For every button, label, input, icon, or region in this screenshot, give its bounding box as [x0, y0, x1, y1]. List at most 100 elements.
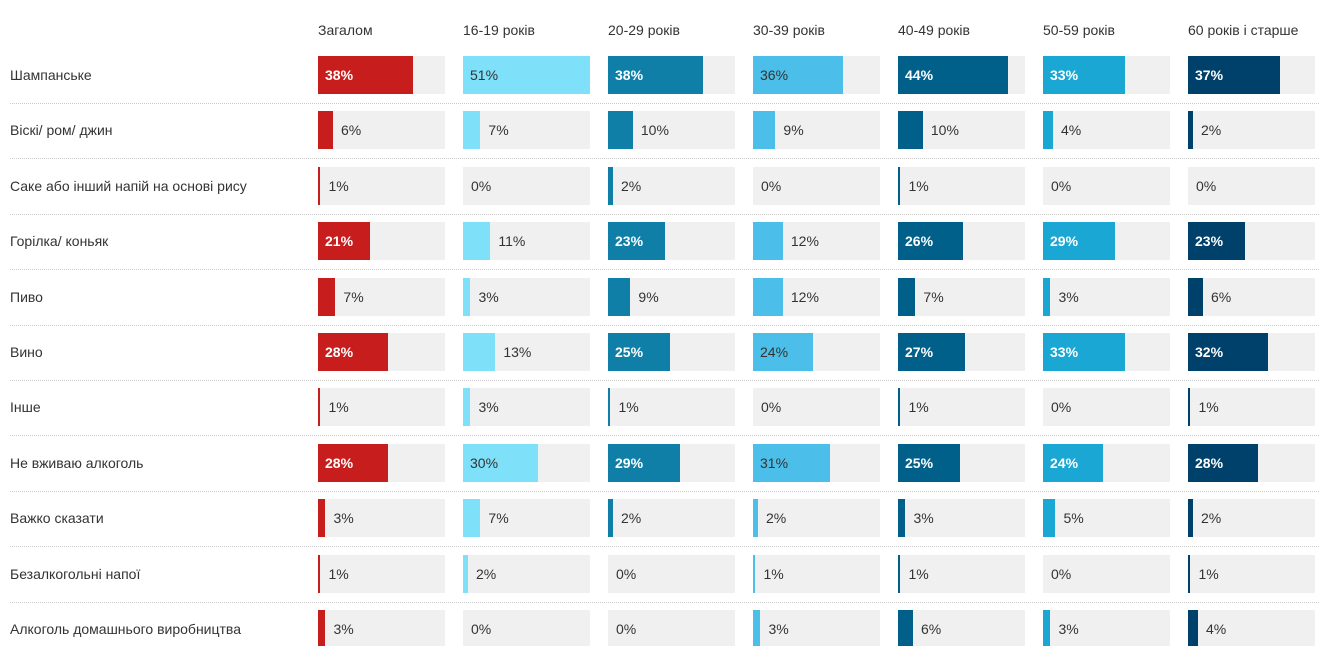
column-header: 30-39 років [753, 21, 825, 38]
bar-cell: 32% [1188, 333, 1315, 371]
value-label: 6% [920, 621, 942, 637]
bar-cell: 2% [753, 499, 880, 538]
column-header: 40-49 років [898, 21, 970, 38]
row-label: Саке або інший напій на основі рису [10, 177, 247, 194]
bar [318, 56, 413, 94]
bar [608, 443, 681, 482]
value-label: 1% [328, 399, 349, 416]
bar-cell: 26% [898, 222, 1025, 261]
bar-cell: 0% [1043, 166, 1170, 205]
column-header: 16-19 років [463, 21, 535, 38]
bar-cell: 3% [1043, 277, 1170, 316]
bar [1188, 333, 1268, 371]
row-separator [10, 435, 1319, 437]
row-separator [10, 158, 1319, 160]
value-label: 44% [905, 67, 934, 83]
bar-cell: 24% [753, 333, 880, 371]
bar-cell: 6% [318, 111, 445, 150]
bar [753, 333, 813, 371]
bar [1043, 277, 1051, 316]
bar [898, 333, 966, 371]
bar [608, 499, 613, 538]
value-label: 29% [1050, 233, 1079, 250]
bar-cell: 2% [608, 499, 735, 538]
bar-cell: 30% [463, 443, 590, 482]
bar [753, 443, 831, 482]
bar-cell: 4% [1043, 111, 1170, 150]
row-label: Вино [10, 344, 43, 360]
bar [318, 111, 333, 150]
bar [1043, 499, 1056, 538]
bar-cell: 3% [898, 499, 1025, 538]
bar [898, 111, 923, 150]
bar-cell: 38% [318, 56, 445, 94]
bar-cell: 7% [463, 111, 590, 150]
value-label: 38% [325, 67, 354, 83]
bar-cell: 0% [463, 610, 590, 646]
bar-cell: 24% [1043, 443, 1170, 482]
bar [753, 277, 783, 316]
bar-cell: 0% [608, 610, 735, 646]
bar [1188, 277, 1203, 316]
bar [1188, 222, 1246, 261]
bar-cell: 9% [608, 277, 735, 316]
value-label: 3% [768, 621, 789, 637]
value-label: 10% [640, 122, 669, 139]
value-label: 51% [470, 67, 499, 83]
value-label: 38% [615, 67, 644, 83]
bar [318, 222, 371, 261]
bar [608, 333, 671, 371]
value-label: 5% [1063, 510, 1084, 527]
value-label: 24% [760, 344, 789, 360]
bar [1043, 56, 1126, 94]
value-label: 24% [1050, 454, 1079, 471]
bar-cell: 28% [318, 333, 445, 371]
value-label: 2% [475, 565, 497, 582]
value-label: 28% [325, 344, 354, 360]
bar-cell: 9% [753, 111, 880, 150]
bar-cell: 3% [1043, 610, 1170, 646]
row-separator [10, 546, 1319, 548]
row-label: Важко сказати [10, 510, 104, 527]
bar [1188, 499, 1193, 538]
bar [753, 499, 758, 538]
bar-cell: 36% [753, 56, 880, 94]
row-separator [10, 213, 1319, 215]
bar-cell: 23% [608, 222, 735, 261]
bar-cell: 1% [1188, 554, 1315, 593]
value-label: 1% [1198, 399, 1219, 416]
bar-cell: 10% [608, 111, 735, 150]
bar [1043, 333, 1126, 371]
value-label: 3% [478, 288, 499, 305]
bar-cell: 0% [1043, 554, 1170, 593]
bar-cell: 25% [608, 333, 735, 371]
bar-cell: 28% [318, 443, 445, 482]
row-label: Віскі/ ром/ джин [10, 122, 113, 139]
bar [1188, 56, 1281, 94]
value-label: 30% [470, 454, 499, 471]
row-label: Пиво [10, 288, 43, 305]
bar-cell: 7% [898, 277, 1025, 316]
value-label: 2% [1200, 510, 1222, 527]
value-label: 10% [930, 122, 959, 139]
bar-cell: 3% [463, 277, 590, 316]
bar [898, 222, 963, 261]
bar [753, 554, 756, 593]
bar [1188, 554, 1191, 593]
bar-cell: 0% [463, 166, 590, 205]
bar-cell: 0% [753, 388, 880, 427]
value-label: 0% [1051, 177, 1072, 194]
row-separator [10, 601, 1319, 603]
bar-cell: 29% [608, 443, 735, 482]
row-label: Шампанське [10, 67, 92, 83]
bar-cell: 11% [463, 222, 590, 261]
bar [1188, 443, 1258, 482]
row-separator [10, 269, 1319, 271]
bar-cell: 3% [318, 499, 445, 538]
value-label: 23% [1195, 233, 1224, 250]
bar-cell: 6% [1188, 277, 1315, 316]
value-label: 21% [325, 233, 354, 250]
bar [1043, 111, 1053, 150]
value-label: 1% [328, 177, 349, 194]
value-label: 0% [761, 399, 782, 416]
